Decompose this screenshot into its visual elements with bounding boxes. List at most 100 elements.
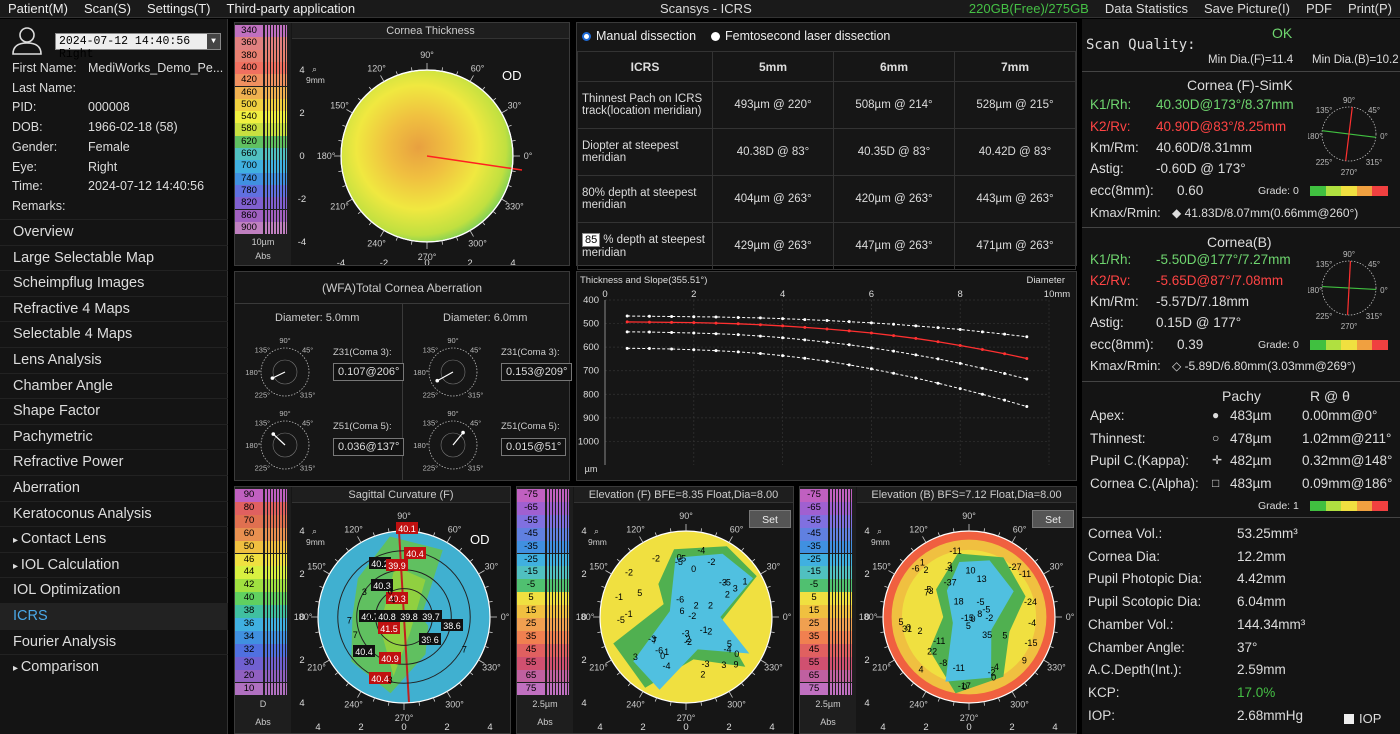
icrs-header-7mm: 7mm bbox=[954, 51, 1076, 82]
save-picture-button[interactable]: Save Picture(I) bbox=[1203, 1, 1290, 16]
k2-axis-line bbox=[1345, 107, 1353, 161]
map-value: 0 bbox=[660, 651, 665, 661]
data-point bbox=[1003, 352, 1007, 356]
scale-swatch bbox=[265, 682, 287, 696]
simk-grade-bar bbox=[1310, 186, 1388, 196]
patient-field-label: Last Name: bbox=[12, 80, 76, 95]
nav-item-selectable-4-maps[interactable]: Selectable 4 Maps bbox=[0, 321, 228, 347]
angle-label: 30° bbox=[508, 101, 522, 111]
nav-item-label: Keratoconus Analysis bbox=[13, 505, 152, 522]
nav-item-lens-analysis[interactable]: Lens Analysis bbox=[0, 346, 228, 373]
map-value: 2 bbox=[685, 634, 690, 644]
patient-field-label: First Name: bbox=[12, 61, 77, 75]
exam-select[interactable]: 2024-07-12 14:40:56 Right ▼ bbox=[55, 33, 221, 61]
map-value: 5 bbox=[727, 639, 732, 649]
axis-tick-label: 2 bbox=[726, 722, 731, 733]
data-point bbox=[692, 321, 696, 325]
angle-label: 120° bbox=[909, 525, 928, 535]
icrs-row-label: 80% depth at steepest meridian bbox=[577, 175, 713, 223]
map-value: -3 bbox=[682, 629, 690, 639]
data-statistics-button[interactable]: Data Statistics bbox=[1104, 1, 1188, 16]
map-value: -2 bbox=[625, 568, 633, 578]
zoom-icon[interactable]: ⌕ bbox=[312, 526, 317, 536]
nav-item-iol-optimization[interactable]: IOL Optimization bbox=[0, 577, 228, 603]
nav-item-icrs[interactable]: ICRS bbox=[0, 602, 228, 629]
data-point bbox=[869, 321, 873, 325]
icrs-cell: 404µm @ 263° bbox=[712, 175, 834, 223]
min-dia-b: Min Dia.(B)=10.2 bbox=[1312, 54, 1399, 66]
axis-tick-label: 4 bbox=[864, 698, 869, 709]
angle-label: 210° bbox=[589, 663, 608, 673]
curvature-label: 41.5 bbox=[378, 622, 400, 634]
scale-swatch bbox=[830, 579, 852, 593]
map-value: 8 bbox=[977, 609, 982, 619]
nav-item-keratoconus-analysis[interactable]: Keratoconus Analysis bbox=[0, 500, 228, 527]
sagittal-mm: 9mm bbox=[306, 537, 325, 547]
nav-item-fourier-analysis[interactable]: Fourier Analysis bbox=[0, 628, 228, 655]
manual-dissection-radio[interactable]: Manual dissection bbox=[582, 29, 696, 43]
scale-swatch bbox=[830, 553, 852, 567]
elevation-b-panel: -75 -65 -55 -45 -35 -25 -15 -5 5 15 25 35 45 55 65 75 2… bbox=[799, 486, 1077, 734]
nav-item-refractive-power[interactable]: Refractive Power bbox=[0, 449, 228, 475]
scale-swatch bbox=[265, 98, 287, 112]
nav-item-refractive-4-maps[interactable]: Refractive 4 Maps bbox=[0, 295, 228, 322]
zoom-icon[interactable]: ⌕ bbox=[312, 64, 317, 74]
simk-ecc-label: ecc(8mm): bbox=[1090, 183, 1154, 198]
map-value: -11 bbox=[953, 663, 965, 673]
nav-item-comparison[interactable]: ▸ Comparison bbox=[0, 654, 228, 680]
nav-item-shape-factor[interactable]: Shape Factor bbox=[0, 398, 228, 424]
elevation-f-scale: -75 -65 -55 -45 -35 -25 -15 -5 5 15 25 35 45 55 65 75 2… bbox=[517, 487, 573, 733]
nav-item-pachymetric[interactable]: Pachymetric bbox=[0, 423, 228, 450]
nav-item-overview[interactable]: Overview bbox=[0, 219, 228, 245]
data-point bbox=[781, 354, 785, 358]
nav-item-scheimpflug-images[interactable]: Scheimpflug Images bbox=[0, 270, 228, 296]
angle-label: 270° bbox=[677, 713, 696, 723]
svg-text:45°: 45° bbox=[302, 345, 313, 354]
nav-item-aberration[interactable]: Aberration bbox=[0, 474, 228, 501]
iop-checkbox[interactable]: IOP bbox=[1344, 711, 1381, 726]
zoom-icon[interactable]: ⌕ bbox=[877, 526, 882, 536]
elevation-b-set-button[interactable]: Set bbox=[1032, 510, 1074, 528]
metric-label: Chamber Vol.: bbox=[1088, 616, 1174, 632]
angle-label: 210° bbox=[330, 202, 349, 212]
menu-patient[interactable]: Patient(M) bbox=[8, 1, 68, 16]
angle-label: 330° bbox=[764, 663, 783, 673]
k2-axis-line bbox=[1346, 261, 1352, 315]
map-value: 0 bbox=[691, 564, 696, 574]
axis-tick-label: 0 bbox=[864, 612, 869, 623]
data-point bbox=[803, 356, 807, 360]
corneab-astig-value: 0.15D @ 177° bbox=[1156, 315, 1242, 330]
curvature-label: 39.8 bbox=[398, 610, 420, 622]
menu-third-party[interactable]: Third-party application bbox=[226, 1, 356, 16]
femtosecond-dissection-radio[interactable]: Femtosecond laser dissection bbox=[711, 29, 890, 43]
patient-field-value: MediWorks_Demo_Pe... bbox=[88, 61, 224, 75]
scale-cell: 740 bbox=[235, 172, 263, 185]
axis-dial: 90° 135° 45° 180° 0° 225° 315° 270° bbox=[1308, 96, 1388, 175]
nav-item-large-selectable-map[interactable]: Large Selectable Map bbox=[0, 244, 228, 271]
zoom-icon[interactable]: ⌕ bbox=[594, 526, 599, 536]
menu-scan[interactable]: Scan(S) bbox=[83, 1, 131, 16]
svg-text:40.3: 40.3 bbox=[388, 594, 406, 604]
map-value: 10 bbox=[966, 566, 976, 576]
scale-swatch bbox=[547, 579, 569, 593]
svg-text:180°: 180° bbox=[413, 441, 429, 450]
menu-settings[interactable]: Settings(T) bbox=[146, 1, 211, 16]
dial-angle-label: 180° bbox=[1308, 286, 1322, 295]
scale-cell: 15 bbox=[517, 605, 545, 618]
map-value: -6 bbox=[676, 595, 684, 605]
map-value: 18 bbox=[954, 596, 964, 606]
icrs-cell: 40.38D @ 83° bbox=[712, 128, 834, 176]
nav-item-iol-calculation[interactable]: ▸ IOL Calculation bbox=[0, 551, 228, 578]
elevation-f-set-button[interactable]: Set bbox=[749, 510, 791, 528]
pdf-button[interactable]: PDF bbox=[1305, 1, 1332, 16]
simk-grade-label: Grade: 0 bbox=[1258, 185, 1299, 197]
nav-item-chamber-angle[interactable]: Chamber Angle bbox=[0, 372, 228, 399]
polar-frame: 90° 60° 30° 0° 330° 300° 270° 240° 210° 180° 150° 1… bbox=[298, 50, 533, 265]
print-button[interactable]: Print(P) bbox=[1347, 1, 1392, 16]
scale-cell: -65 bbox=[517, 501, 545, 515]
curvature-label: 38.6 bbox=[441, 619, 463, 631]
nav-item-contact-lens[interactable]: ▸ Contact Lens bbox=[0, 526, 228, 552]
svg-text:225°: 225° bbox=[423, 391, 439, 400]
depth-percent-spinner[interactable]: 85 bbox=[582, 233, 601, 247]
map-value: 3 bbox=[721, 660, 726, 670]
